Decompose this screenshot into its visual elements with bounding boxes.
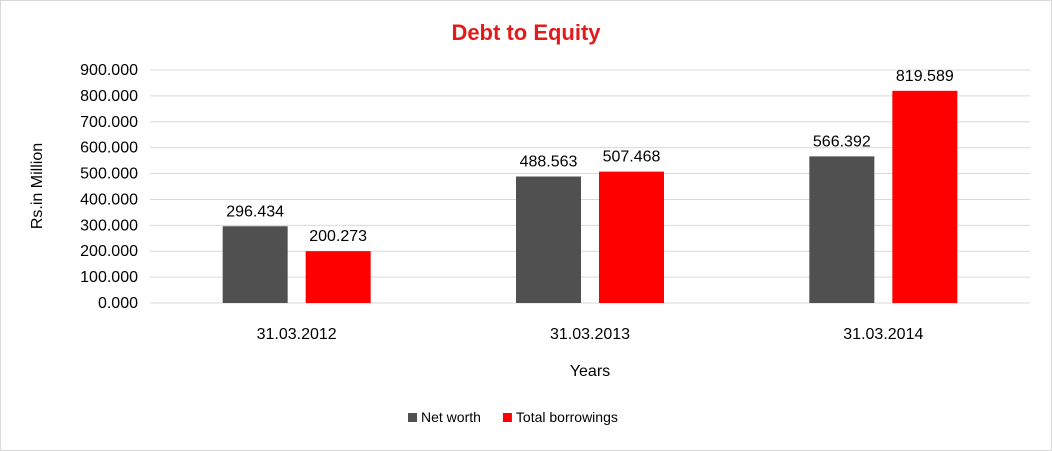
x-tick-label: 31.03.2014 bbox=[843, 326, 923, 343]
bar bbox=[809, 156, 875, 303]
bar bbox=[305, 251, 371, 303]
data-label: 819.589 bbox=[896, 68, 954, 85]
data-label: 296.434 bbox=[226, 203, 284, 220]
y-tick-label: 100.000 bbox=[80, 269, 138, 286]
y-tick-label: 400.000 bbox=[80, 191, 138, 208]
bar bbox=[892, 90, 958, 304]
bar bbox=[222, 226, 288, 303]
data-label: 507.468 bbox=[603, 149, 661, 166]
y-tick-label: 200.000 bbox=[80, 243, 138, 260]
chart-title: Debt to Equity bbox=[451, 20, 601, 45]
data-label: 488.563 bbox=[520, 154, 578, 171]
data-label: 200.273 bbox=[309, 228, 367, 245]
y-tick-label: 300.000 bbox=[80, 217, 138, 234]
y-tick-label: 600.000 bbox=[80, 140, 138, 157]
y-tick-label: 800.000 bbox=[80, 88, 138, 105]
data-labels: 296.434 200.273 488.563 507.468 566.392 819.5… bbox=[226, 68, 954, 245]
gridlines bbox=[150, 69, 1030, 278]
x-axis-label: Years bbox=[570, 363, 610, 380]
bars bbox=[222, 90, 958, 304]
y-tick-label: 900.000 bbox=[80, 62, 138, 79]
bar bbox=[599, 171, 664, 303]
legend-swatch bbox=[408, 413, 417, 422]
y-axis-ticks: 0.000 100.000 200.000 300.000 400.000 500.000… bbox=[80, 62, 138, 312]
bar bbox=[516, 176, 581, 303]
y-tick-label: 500.000 bbox=[80, 166, 138, 183]
x-tick-label: 31.03.2012 bbox=[257, 326, 337, 343]
legend: Net worth Total borrowings bbox=[408, 409, 618, 425]
legend-label: Net worth bbox=[421, 409, 481, 425]
y-tick-label: 700.000 bbox=[80, 114, 138, 131]
y-axis-label: Rs.in Million bbox=[29, 143, 46, 229]
y-tick-label: 0.000 bbox=[98, 295, 138, 312]
legend-label: Total borrowings bbox=[516, 409, 618, 425]
legend-swatch bbox=[502, 413, 512, 422]
x-tick-label: 31.03.2013 bbox=[550, 326, 630, 343]
x-axis-ticks: 31.03.2012 31.03.2013 31.03.2014 bbox=[257, 326, 924, 343]
data-label: 566.392 bbox=[813, 133, 871, 150]
